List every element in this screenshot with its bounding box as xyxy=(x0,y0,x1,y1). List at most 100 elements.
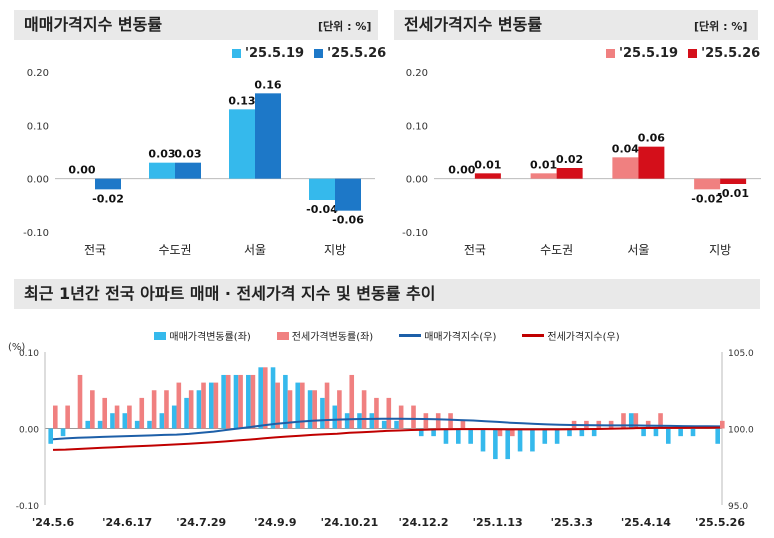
trend-sale-bar xyxy=(233,374,239,429)
trend-legend-label-2: 전세가격변동률(좌) xyxy=(291,332,374,343)
trend-sale-bar xyxy=(567,428,572,437)
trend-jeonse-bar xyxy=(312,390,317,429)
trend-jeonse-bar xyxy=(262,367,268,429)
trend-sale-bar xyxy=(690,428,696,437)
trend-sale-bar xyxy=(431,428,436,437)
trend-jeonse-bar xyxy=(324,382,330,429)
trend-jeonse-bar xyxy=(151,390,157,429)
sale-bar-chart: 0.20 0.10 0.00 -0.10 전국 0.00 -0.02 수도권 0.030.03 서… xyxy=(23,68,375,257)
sale-panel-title: 매매가격지수 변동률 xyxy=(14,10,378,40)
trend-legend-label-1: 매매가격변동률(좌) xyxy=(169,332,251,343)
trend-combo-chart: (%)0.10 0.00 -0.10 105.0 100.0 95.0 '24.5.6 '24… xyxy=(8,342,754,529)
trend-sale-bar xyxy=(505,428,511,460)
trend-sale-bar xyxy=(456,428,461,444)
trend-sale-bar xyxy=(159,413,165,429)
trend-jeonse-bar xyxy=(361,390,367,429)
trend-sale-bar xyxy=(48,428,53,444)
jeonse-ytick: 0.20 xyxy=(406,68,428,79)
trend-jeonse-bar xyxy=(386,397,392,429)
trend-sale-bar xyxy=(208,382,214,429)
trend-legend-item-1: 매매가격변동률(좌) xyxy=(154,328,251,343)
trend-sale-bar xyxy=(480,428,486,452)
trend-x-tick: '24.5.6 xyxy=(32,516,75,529)
jeonse-bar xyxy=(474,173,501,179)
jeonse-legend-swatch-1 xyxy=(606,49,615,58)
sale-ytick: -0.10 xyxy=(23,228,49,239)
trend-jeonse-bar xyxy=(238,374,243,429)
trend-sale-bar xyxy=(196,390,202,429)
trend-jeonse-index-line xyxy=(52,426,721,451)
sale-data-label: 0.13 xyxy=(228,94,255,107)
sale-bar xyxy=(229,109,255,179)
trend-jeonse-bar xyxy=(275,382,280,429)
trend-left-unit: (%) xyxy=(8,342,25,353)
jeonse-data-label: -0.01 xyxy=(717,187,749,200)
sale-data-label: 0.03 xyxy=(148,148,175,161)
jeonse-legend: '25.5.19 '25.5.26 xyxy=(606,46,760,61)
trend-jeonse-bar xyxy=(139,397,145,429)
trend-jeonse-bar xyxy=(510,428,515,437)
trend-sale-bar xyxy=(517,428,523,452)
trend-jeonse-bar xyxy=(53,405,58,429)
trend-jeonse-bar xyxy=(213,382,219,429)
trend-jeonse-bar xyxy=(287,390,293,429)
jeonse-data-label: 0.04 xyxy=(612,142,639,155)
jeonse-data-label: 0.00 xyxy=(448,164,475,177)
trend-left-tick: -0.10 xyxy=(16,502,40,512)
trend-sale-index-line xyxy=(52,417,721,441)
sale-ytick: 0.20 xyxy=(27,68,49,79)
trend-right-tick: 105.0 xyxy=(728,349,754,359)
trend-sale-bar xyxy=(295,382,301,429)
trend-legend: 매매가격변동률(좌) 전세가격변동률(좌) 매매가격지수(우) 전세가격지수(우… xyxy=(0,328,774,343)
trend-legend-item-3: 매매가격지수(우) xyxy=(399,328,496,343)
sale-data-label: 0.03 xyxy=(174,148,201,161)
trend-jeonse-bar xyxy=(435,413,441,429)
sale-data-label: -0.06 xyxy=(332,214,364,227)
jeonse-legend-swatch-2 xyxy=(688,49,698,58)
trend-sale-bar xyxy=(530,428,535,452)
trend-sale-bar xyxy=(468,428,473,444)
trend-sale-bar xyxy=(678,428,683,437)
trend-sale-bar xyxy=(579,428,585,437)
trend-jeonse-bar xyxy=(164,390,169,429)
trend-jeonse-bar xyxy=(176,382,182,429)
trend-jeonse-bar xyxy=(497,428,503,437)
trend-x-tick: '24.12.2 xyxy=(399,516,449,529)
trend-jeonse-bar xyxy=(188,390,194,429)
trend-sale-bar xyxy=(184,397,189,429)
jeonse-ytick: 0.00 xyxy=(406,175,428,186)
sale-category-label: 전국 xyxy=(84,243,106,257)
jeonse-ytick: 0.10 xyxy=(406,121,428,132)
sale-data-label: 0.16 xyxy=(254,78,281,91)
jeonse-unit-label: [단위 : %] xyxy=(694,20,748,33)
sale-bar xyxy=(95,178,121,190)
trend-jeonse-bar xyxy=(349,374,355,429)
trend-sale-bar xyxy=(332,405,338,429)
trend-jeonse-bar xyxy=(448,413,453,429)
sale-legend-swatch-1 xyxy=(232,49,241,58)
sale-bar xyxy=(255,93,281,179)
trend-sale-bar xyxy=(641,428,646,437)
trend-jeonse-bar xyxy=(720,420,725,429)
trend-sale-bar xyxy=(147,420,152,429)
trend-sale-bar xyxy=(628,413,634,429)
trend-jeonse-bar xyxy=(114,405,120,429)
jeonse-data-label: 0.01 xyxy=(474,158,501,171)
jeonse-bar xyxy=(720,178,747,184)
trend-sale-bar xyxy=(171,405,177,429)
sale-legend-label-1: '25.5.19 xyxy=(245,46,305,61)
trend-left-tick: 0.10 xyxy=(19,349,39,359)
trend-sale-bar xyxy=(493,428,498,460)
trend-sale-bar xyxy=(381,420,387,429)
trend-jeonse-bar xyxy=(201,382,206,429)
trend-sale-bar xyxy=(357,413,362,429)
trend-x-tick: '25.1.13 xyxy=(473,516,523,529)
trend-sale-bar xyxy=(344,413,350,429)
jeonse-bar xyxy=(530,173,557,179)
jeonse-category-label: 수도권 xyxy=(540,243,573,257)
sale-legend-label-2: '25.5.26 xyxy=(327,46,387,61)
sale-bar xyxy=(149,162,175,179)
trend-sale-bar xyxy=(665,428,671,444)
jeonse-panel-title: 전세가격지수 변동률 xyxy=(394,10,758,40)
jeonse-bar xyxy=(638,146,665,179)
